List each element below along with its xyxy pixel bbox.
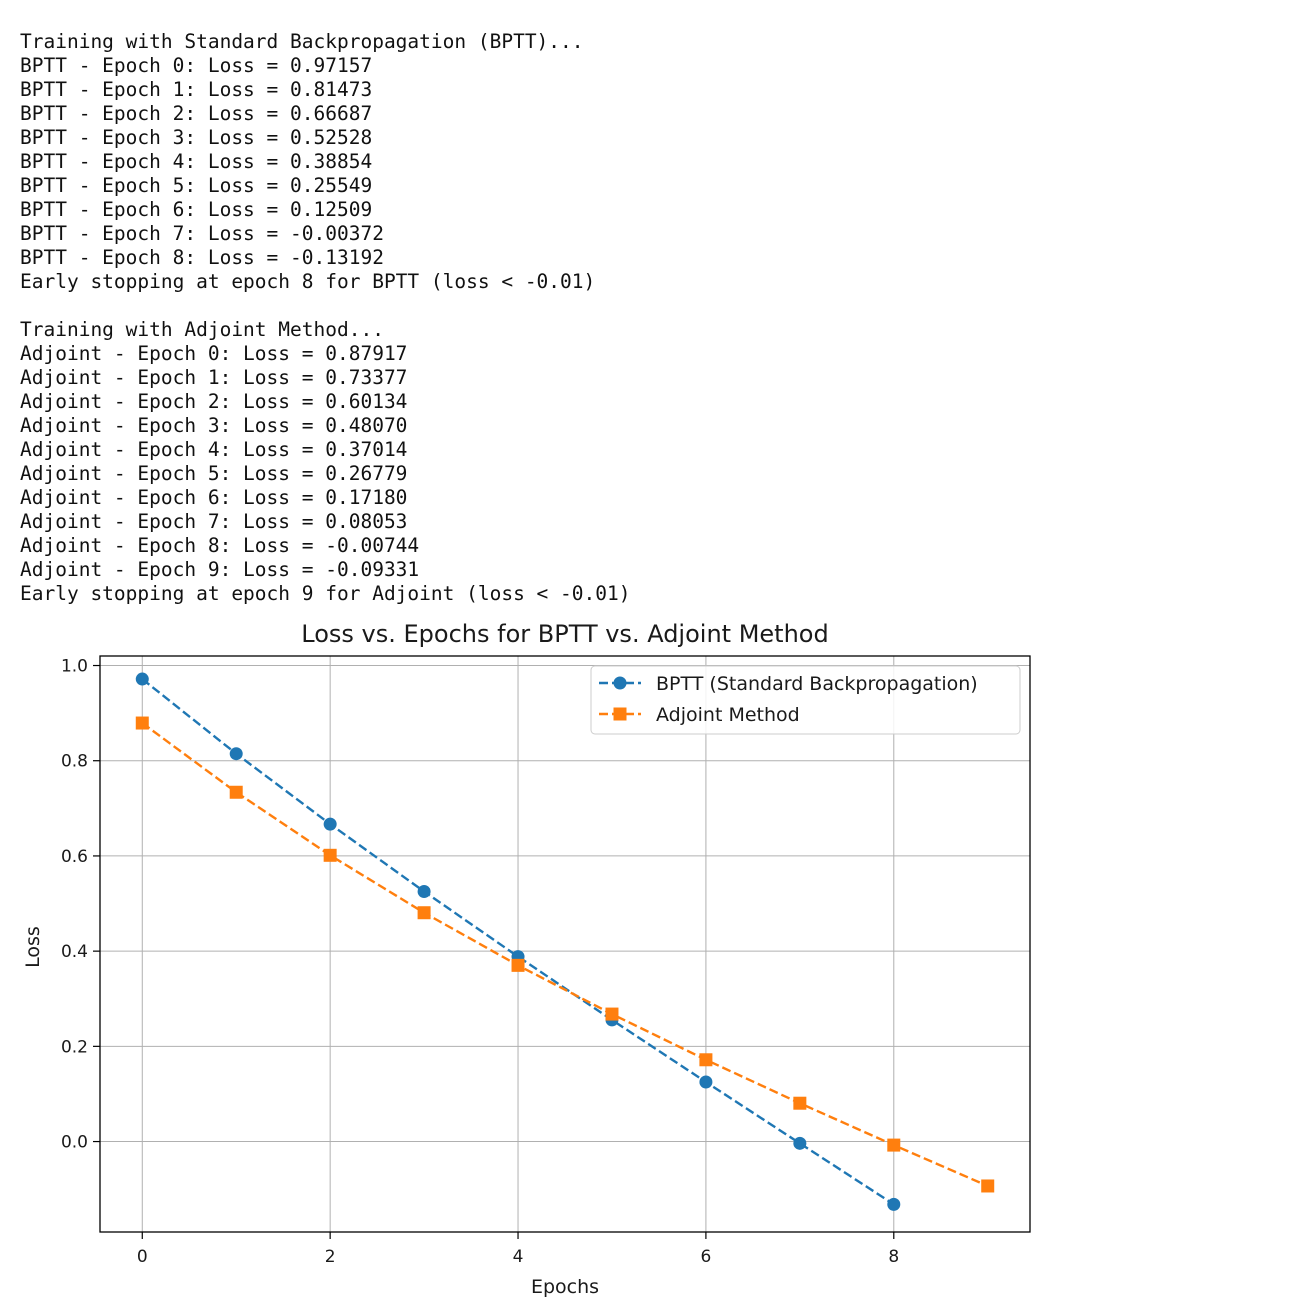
legend-box (590, 665, 1021, 735)
y-axis-label: Loss (22, 926, 44, 968)
data-point (135, 672, 149, 686)
console-line: Adjoint - Epoch 8: Loss = -0.00744 (20, 534, 420, 557)
data-point (229, 785, 243, 799)
console-line: Training with Standard Backpropagation (… (20, 30, 584, 53)
data-point (229, 747, 243, 761)
series-layer (135, 672, 995, 1211)
series-line (141, 722, 989, 1188)
console-line: BPTT - Epoch 2: Loss = 0.66687 (20, 102, 373, 125)
console-line: BPTT - Epoch 7: Loss = -0.00372 (20, 222, 384, 245)
console-line: Adjoint - Epoch 0: Loss = 0.87917 (20, 342, 408, 365)
y-tick-label: 0.8 (61, 752, 88, 772)
data-point (699, 1075, 713, 1089)
x-tick-label: 4 (513, 1247, 524, 1267)
console-line: Adjoint - Epoch 1: Loss = 0.73377 (20, 366, 408, 389)
x-axis-label: Epochs (531, 1276, 599, 1298)
grid-lines (100, 656, 1030, 1232)
x-tick-label: 2 (325, 1247, 336, 1267)
data-point (887, 1197, 901, 1211)
console-line: Adjoint - Epoch 5: Loss = 0.26779 (20, 462, 408, 485)
data-point (511, 958, 525, 972)
loss-chart: Loss vs. Epochs for BPTT vs. Adjoint Met… (22, 620, 1031, 1298)
legend-item: Adjoint Method (599, 704, 800, 726)
data-point (793, 1096, 807, 1110)
console-line: Adjoint - Epoch 3: Loss = 0.48070 (20, 414, 408, 437)
console-line: Adjoint - Epoch 4: Loss = 0.37014 (20, 438, 408, 461)
data-point (323, 848, 337, 862)
y-tick-label: 0.4 (61, 942, 88, 962)
console-line: Training with Adjoint Method... (20, 318, 384, 341)
console-line: BPTT - Epoch 4: Loss = 0.38854 (20, 150, 373, 173)
x-tick-label: 6 (700, 1247, 711, 1267)
legend: BPTT (Standard Backpropagation) Adjoint M… (590, 665, 1021, 735)
series-adjoint (135, 716, 995, 1193)
console-line: BPTT - Epoch 5: Loss = 0.25549 (20, 174, 373, 197)
data-point (981, 1179, 995, 1193)
console-line: Adjoint - Epoch 6: Loss = 0.17180 (20, 486, 408, 509)
console-line: BPTT - Epoch 8: Loss = -0.13192 (20, 246, 384, 269)
data-point (135, 716, 149, 730)
console-line: BPTT - Epoch 1: Loss = 0.81473 (20, 78, 373, 101)
console-line: Adjoint - Epoch 9: Loss = -0.09331 (20, 558, 420, 581)
x-tick-label: 8 (888, 1247, 899, 1267)
console-line: Early stopping at epoch 9 for Adjoint (l… (20, 582, 631, 605)
data-point (605, 1007, 619, 1021)
data-point (417, 906, 431, 920)
y-tick-label: 0.0 (61, 1133, 88, 1153)
y-tick-label: 1.0 (61, 657, 88, 677)
data-point (699, 1053, 713, 1067)
console-line (20, 294, 630, 318)
console-line: Early stopping at epoch 8 for BPTT (loss… (20, 270, 596, 293)
data-point (793, 1136, 807, 1150)
plot-frame (99, 655, 1031, 1233)
chart-title: Loss vs. Epochs for BPTT vs. Adjoint Met… (301, 620, 828, 648)
y-tick-label: 0.2 (61, 1037, 88, 1057)
console-line: BPTT - Epoch 6: Loss = 0.12509 (20, 198, 373, 221)
legend-marker (613, 707, 627, 721)
data-point (323, 817, 337, 831)
console-line: BPTT - Epoch 3: Loss = 0.52528 (20, 126, 373, 149)
console-line: Adjoint - Epoch 2: Loss = 0.60134 (20, 390, 408, 413)
y-tick-label: 0.6 (61, 847, 88, 867)
x-tick-label: 0 (137, 1247, 148, 1267)
console-line: Adjoint - Epoch 7: Loss = 0.08053 (20, 510, 408, 533)
legend-label: Adjoint Method (656, 704, 800, 726)
series-line (141, 678, 895, 1206)
data-point (417, 885, 431, 899)
legend-label: BPTT (Standard Backpropagation) (656, 673, 978, 695)
legend-item: BPTT (Standard Backpropagation) (599, 673, 978, 695)
axis-ticks: 0 2 4 6 8 0.0 0.2 0.4 0.6 0.8 1.0 (61, 657, 899, 1267)
console-line: BPTT - Epoch 0: Loss = 0.97157 (20, 54, 373, 77)
data-point (887, 1138, 901, 1152)
legend-marker (613, 676, 627, 690)
console-output: Training with Standard Backpropagation (… (20, 30, 630, 606)
